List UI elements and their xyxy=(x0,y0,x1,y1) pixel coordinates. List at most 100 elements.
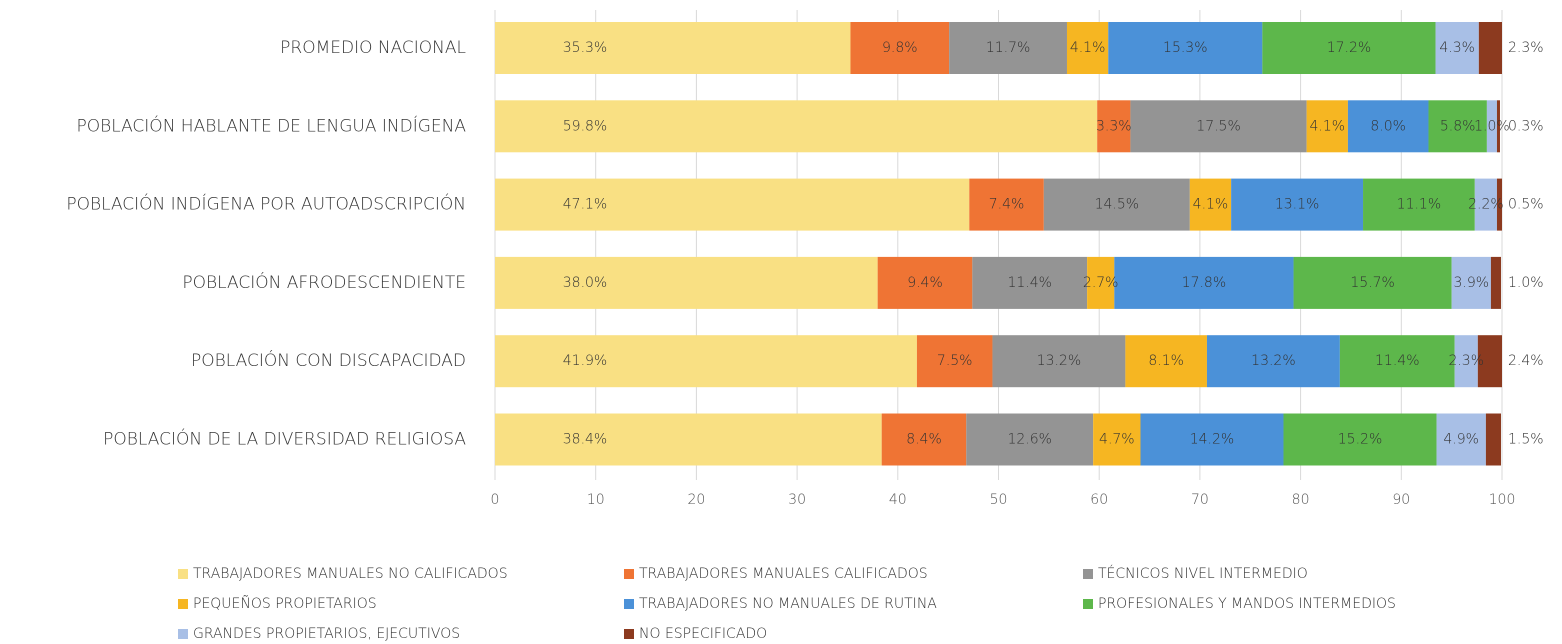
value-label: 14.5% xyxy=(1095,197,1139,213)
bar-segment xyxy=(1485,413,1501,466)
bar-segment xyxy=(1108,22,1263,74)
bar-segment xyxy=(1436,413,1486,466)
legend-label: TÉCNICOS NIVEL INTERMEDIO xyxy=(1098,565,1308,582)
value-label: 4.1% xyxy=(1193,197,1229,213)
value-label: 12.6% xyxy=(1007,432,1051,448)
legend-label: TRABAJADORES NO MANUALES DE RUTINA xyxy=(639,596,937,612)
value-label: 4.1% xyxy=(1309,118,1345,134)
bar-segment xyxy=(1454,335,1478,388)
bar-segment xyxy=(495,22,851,74)
legend-label: PEQUEÑOS PROPIETARIOS xyxy=(193,595,377,612)
value-label: 1.0% xyxy=(1508,275,1544,291)
bar-segment xyxy=(877,256,973,309)
bar-segment xyxy=(1043,178,1190,231)
value-label: 11.4% xyxy=(1375,353,1419,369)
x-tick-label: 0 xyxy=(491,492,500,508)
value-label: 9.8% xyxy=(882,40,918,56)
bar-segment xyxy=(1283,413,1437,466)
legend-label: PROFESIONALES Y MANDOS INTERMEDIOS xyxy=(1098,596,1396,612)
value-label: 2.3% xyxy=(1508,40,1544,56)
bar-segment xyxy=(850,22,950,74)
legend-swatch xyxy=(624,599,634,609)
bar-segment xyxy=(495,256,878,309)
x-tick-label: 20 xyxy=(687,492,705,508)
value-label: 3.3% xyxy=(1096,118,1132,134)
value-label: 4.3% xyxy=(1439,40,1475,56)
bar-segment xyxy=(1306,100,1348,153)
bar-segment xyxy=(966,413,1094,466)
x-tick-label: 10 xyxy=(587,492,605,508)
value-label: 7.4% xyxy=(989,197,1025,213)
value-label: 13.2% xyxy=(1037,353,1081,369)
value-label: 15.2% xyxy=(1338,432,1382,448)
bar-segment xyxy=(1428,100,1487,153)
value-label: 5.8% xyxy=(1440,118,1476,134)
value-label: 15.3% xyxy=(1163,40,1207,56)
value-label: 13.1% xyxy=(1275,197,1319,213)
value-label: 0.5% xyxy=(1508,197,1544,213)
legend-label: TRABAJADORES MANUALES CALIFICADOS xyxy=(639,566,928,582)
category-label: POBLACIÓN HABLANTE DE LENGUA INDÍGENA xyxy=(76,114,466,136)
bar-segment xyxy=(1293,256,1452,309)
value-label: 2.7% xyxy=(1083,275,1119,291)
legend-label: TRABAJADORES MANUALES NO CALIFICADOS xyxy=(193,566,508,582)
bar-segment xyxy=(881,413,967,466)
legend-swatch xyxy=(178,599,188,609)
value-label: 8.1% xyxy=(1148,353,1184,369)
value-label: 8.4% xyxy=(906,432,942,448)
legend-label: GRANDES PROPIETARIOS, EJECUTIVOS xyxy=(193,626,460,642)
value-label: 38.0% xyxy=(563,275,607,291)
value-label: 9.4% xyxy=(907,275,943,291)
x-tick-label: 80 xyxy=(1292,492,1310,508)
value-label: 8.0% xyxy=(1370,118,1406,134)
bar-segment xyxy=(1496,178,1502,231)
bar-segment xyxy=(1363,178,1475,231)
value-label: 17.8% xyxy=(1182,275,1226,291)
bar-segment xyxy=(1231,178,1364,231)
category-label: POBLACIÓN AFRODESCENDIENTE xyxy=(182,271,466,293)
legend-label: NO ESPECIFICADO xyxy=(639,626,767,642)
bar-segment xyxy=(495,335,917,388)
value-label: 38.4% xyxy=(563,432,607,448)
value-label: 15.7% xyxy=(1350,275,1394,291)
x-tick-label: 90 xyxy=(1392,492,1410,508)
value-label: 47.1% xyxy=(563,197,607,213)
bar-segment xyxy=(1435,22,1479,74)
bar-segment xyxy=(1347,100,1429,153)
legend-swatch xyxy=(1083,569,1093,579)
value-label: 2.2% xyxy=(1468,197,1504,213)
bar-segment xyxy=(495,100,1098,153)
bar-segment xyxy=(1087,256,1115,309)
bar-segment xyxy=(1140,413,1284,466)
legend-swatch xyxy=(178,569,188,579)
value-label: 4.7% xyxy=(1099,432,1135,448)
value-label: 2.4% xyxy=(1508,353,1544,369)
bar-segment xyxy=(1206,335,1340,388)
value-label: 0.3% xyxy=(1508,118,1544,134)
value-label: 17.2% xyxy=(1327,40,1371,56)
bar-segment xyxy=(1066,22,1109,74)
bar-segment xyxy=(495,178,970,231)
bar-segment xyxy=(1339,335,1455,388)
bar-segment xyxy=(1478,22,1502,74)
bar-segment xyxy=(1474,178,1497,231)
bar-segment xyxy=(495,413,882,466)
bar-segment xyxy=(1093,413,1141,466)
value-label: 7.5% xyxy=(937,353,973,369)
bar-segment xyxy=(949,22,1067,74)
category-label: POBLACIÓN DE LA DIVERSIDAD RELIGIOSA xyxy=(103,428,466,450)
category-label: PROMEDIO NACIONAL xyxy=(280,38,466,58)
bar-segment xyxy=(1490,256,1501,309)
x-tick-label: 40 xyxy=(889,492,907,508)
legend-swatch xyxy=(178,629,188,639)
x-tick-label: 60 xyxy=(1090,492,1108,508)
value-label: 11.7% xyxy=(986,40,1030,56)
category-label: POBLACIÓN INDÍGENA POR AUTOADSCRIPCIÓN xyxy=(66,193,466,215)
category-label: POBLACIÓN CON DISCAPACIDAD xyxy=(191,349,466,371)
value-label: 13.2% xyxy=(1251,353,1295,369)
value-label: 11.4% xyxy=(1007,275,1051,291)
legend-swatch xyxy=(624,629,634,639)
value-label: 3.9% xyxy=(1453,275,1489,291)
bar-segment xyxy=(1189,178,1232,231)
